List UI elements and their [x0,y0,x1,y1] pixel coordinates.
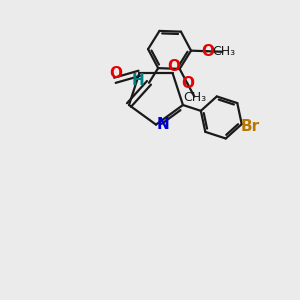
Text: CH₃: CH₃ [184,92,207,104]
Text: O: O [168,59,181,74]
Text: N: N [156,117,169,132]
Text: O: O [109,66,122,81]
Text: O: O [201,44,214,59]
Text: H: H [131,73,144,88]
Text: Br: Br [240,119,259,134]
Text: CH₃: CH₃ [212,45,236,58]
Text: O: O [181,76,194,91]
